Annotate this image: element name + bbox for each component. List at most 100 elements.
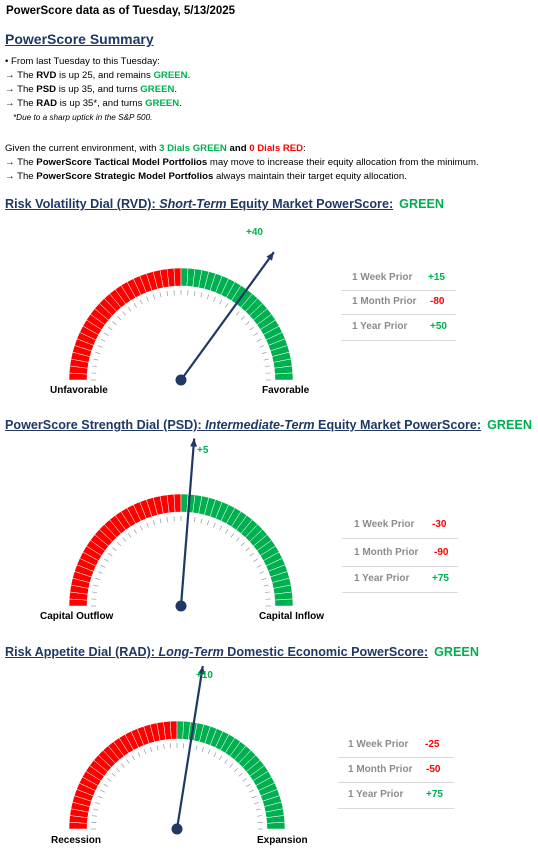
gauge-tick xyxy=(108,553,112,556)
gauge-tick xyxy=(254,802,259,804)
gauge-tick xyxy=(265,366,270,367)
gauge-tick xyxy=(138,752,140,756)
gauge-green-segment xyxy=(267,822,285,829)
gauge-tick xyxy=(256,809,261,810)
gauge-tick xyxy=(123,538,126,542)
gauge-tick xyxy=(117,542,121,546)
gauge-tick xyxy=(92,366,97,367)
gauge-tick xyxy=(236,538,239,542)
divider xyxy=(338,757,454,758)
rvd-value: +40 xyxy=(246,227,263,238)
psd-title: PowerScore Strength Dial (PSD): Intermed… xyxy=(5,418,532,432)
gauge-tick xyxy=(160,292,161,297)
gauge-tick xyxy=(196,745,197,750)
gauge-tick xyxy=(201,292,202,297)
rvd-prior-week: 1 Week Prior+15 xyxy=(352,272,412,283)
rad-prior-month: 1 Month Prior-50 xyxy=(348,764,412,775)
gauge-tick xyxy=(225,529,228,533)
rvd-gauge xyxy=(0,210,538,400)
gauge-tick xyxy=(220,526,222,530)
psd-value: +5 xyxy=(197,445,208,456)
gauge-tick xyxy=(253,333,257,336)
gauge-tick xyxy=(101,339,105,341)
gauge-green-segment xyxy=(275,373,293,380)
divider xyxy=(342,538,458,539)
gauge-tick xyxy=(104,333,108,336)
divider xyxy=(341,340,456,341)
gauge-tick xyxy=(262,578,267,580)
gauge-tick xyxy=(250,553,254,556)
gauge-tick xyxy=(264,585,269,586)
gauge-needle xyxy=(181,439,194,606)
gauge-tick xyxy=(95,578,100,580)
gauge-tick xyxy=(260,572,265,574)
gauge-tick xyxy=(236,312,239,316)
gauge-tick xyxy=(93,809,98,810)
rvd-right-label: Favorable xyxy=(262,385,309,396)
gauge-tick xyxy=(123,312,126,316)
gauge-tick xyxy=(93,585,98,586)
gauge-tick xyxy=(128,533,131,537)
summary-title: PowerScore Summary xyxy=(5,31,154,47)
gauge-tick xyxy=(167,291,168,296)
rad-prior-week: 1 Week Prior-25 xyxy=(348,739,408,750)
gauge-tick xyxy=(265,592,270,593)
psd-right-label: Capital Inflow xyxy=(259,611,324,622)
summary-line-psd: → The PSD is up 35, and turns GREEN. xyxy=(5,84,177,95)
gauge-tick xyxy=(164,744,165,749)
gauge-tick xyxy=(246,548,250,551)
gauge-tick xyxy=(246,322,250,325)
gauge-tick xyxy=(147,297,149,302)
arrow-icon: → xyxy=(5,84,15,95)
summary-footnote: *Due to a sharp uptick in the S&P 500. xyxy=(13,113,152,122)
gauge-tick xyxy=(108,327,112,330)
gauge-tick xyxy=(144,750,146,755)
rvd-status: GREEN xyxy=(399,197,444,211)
gauge-tick xyxy=(214,752,216,756)
gauge-tick xyxy=(241,542,245,546)
rad-value: +10 xyxy=(196,670,213,681)
gauge-tick xyxy=(239,773,243,776)
gauge-tick xyxy=(126,759,129,763)
gauge-green-segment xyxy=(275,599,293,606)
divider xyxy=(342,566,458,567)
rad-gauge xyxy=(0,660,538,850)
gauge-tick xyxy=(104,559,108,562)
rad-title: Risk Appetite Dial (RAD): Long-Term Dome… xyxy=(5,645,479,659)
gauge-tick xyxy=(243,778,247,781)
gauge-tick xyxy=(257,816,262,817)
gauge-tick xyxy=(117,316,121,320)
gauge-tick xyxy=(234,768,238,772)
gauge-tick xyxy=(116,768,120,772)
rad-status: GREEN xyxy=(434,645,479,659)
rvd-left-label: Unfavorable xyxy=(50,385,108,396)
report-date-header: PowerScore data as of Tuesday, 5/13/2025 xyxy=(6,5,235,17)
environment-line: Given the current environment, with 3 Di… xyxy=(5,143,306,154)
gauge-tick xyxy=(257,565,261,567)
gauge-tick xyxy=(132,756,135,760)
gauge-tick xyxy=(250,327,254,330)
gauge-tick xyxy=(98,796,103,798)
gauge-tick xyxy=(101,565,105,567)
strategic-line: → The PowerScore Strategic Model Portfol… xyxy=(5,171,407,182)
gauge-tick xyxy=(140,526,142,530)
rad-prior-year: 1 Year Prior+75 xyxy=(348,789,403,800)
rvd-prior-year: 1 Year Prior+50 xyxy=(352,321,407,332)
gauge-tick xyxy=(92,592,97,593)
arrow-icon: → xyxy=(5,70,15,81)
gauge-pivot xyxy=(172,824,183,835)
psd-gauge xyxy=(0,435,538,625)
gauge-tick xyxy=(147,523,149,528)
gauge-tick xyxy=(214,297,216,302)
gauge-tick xyxy=(134,303,137,307)
divider xyxy=(341,314,456,315)
gauge-tick xyxy=(252,796,257,798)
psd-prior-week: 1 Week Prior-30 xyxy=(354,519,414,530)
gauge-tick xyxy=(157,745,158,750)
gauge-tick xyxy=(262,352,267,354)
psd-status: GREEN xyxy=(487,418,532,432)
rad-right-label: Expansion xyxy=(257,835,308,846)
gauge-tick xyxy=(113,548,117,551)
gauge-tick xyxy=(150,747,152,752)
gauge-tick xyxy=(246,784,250,787)
